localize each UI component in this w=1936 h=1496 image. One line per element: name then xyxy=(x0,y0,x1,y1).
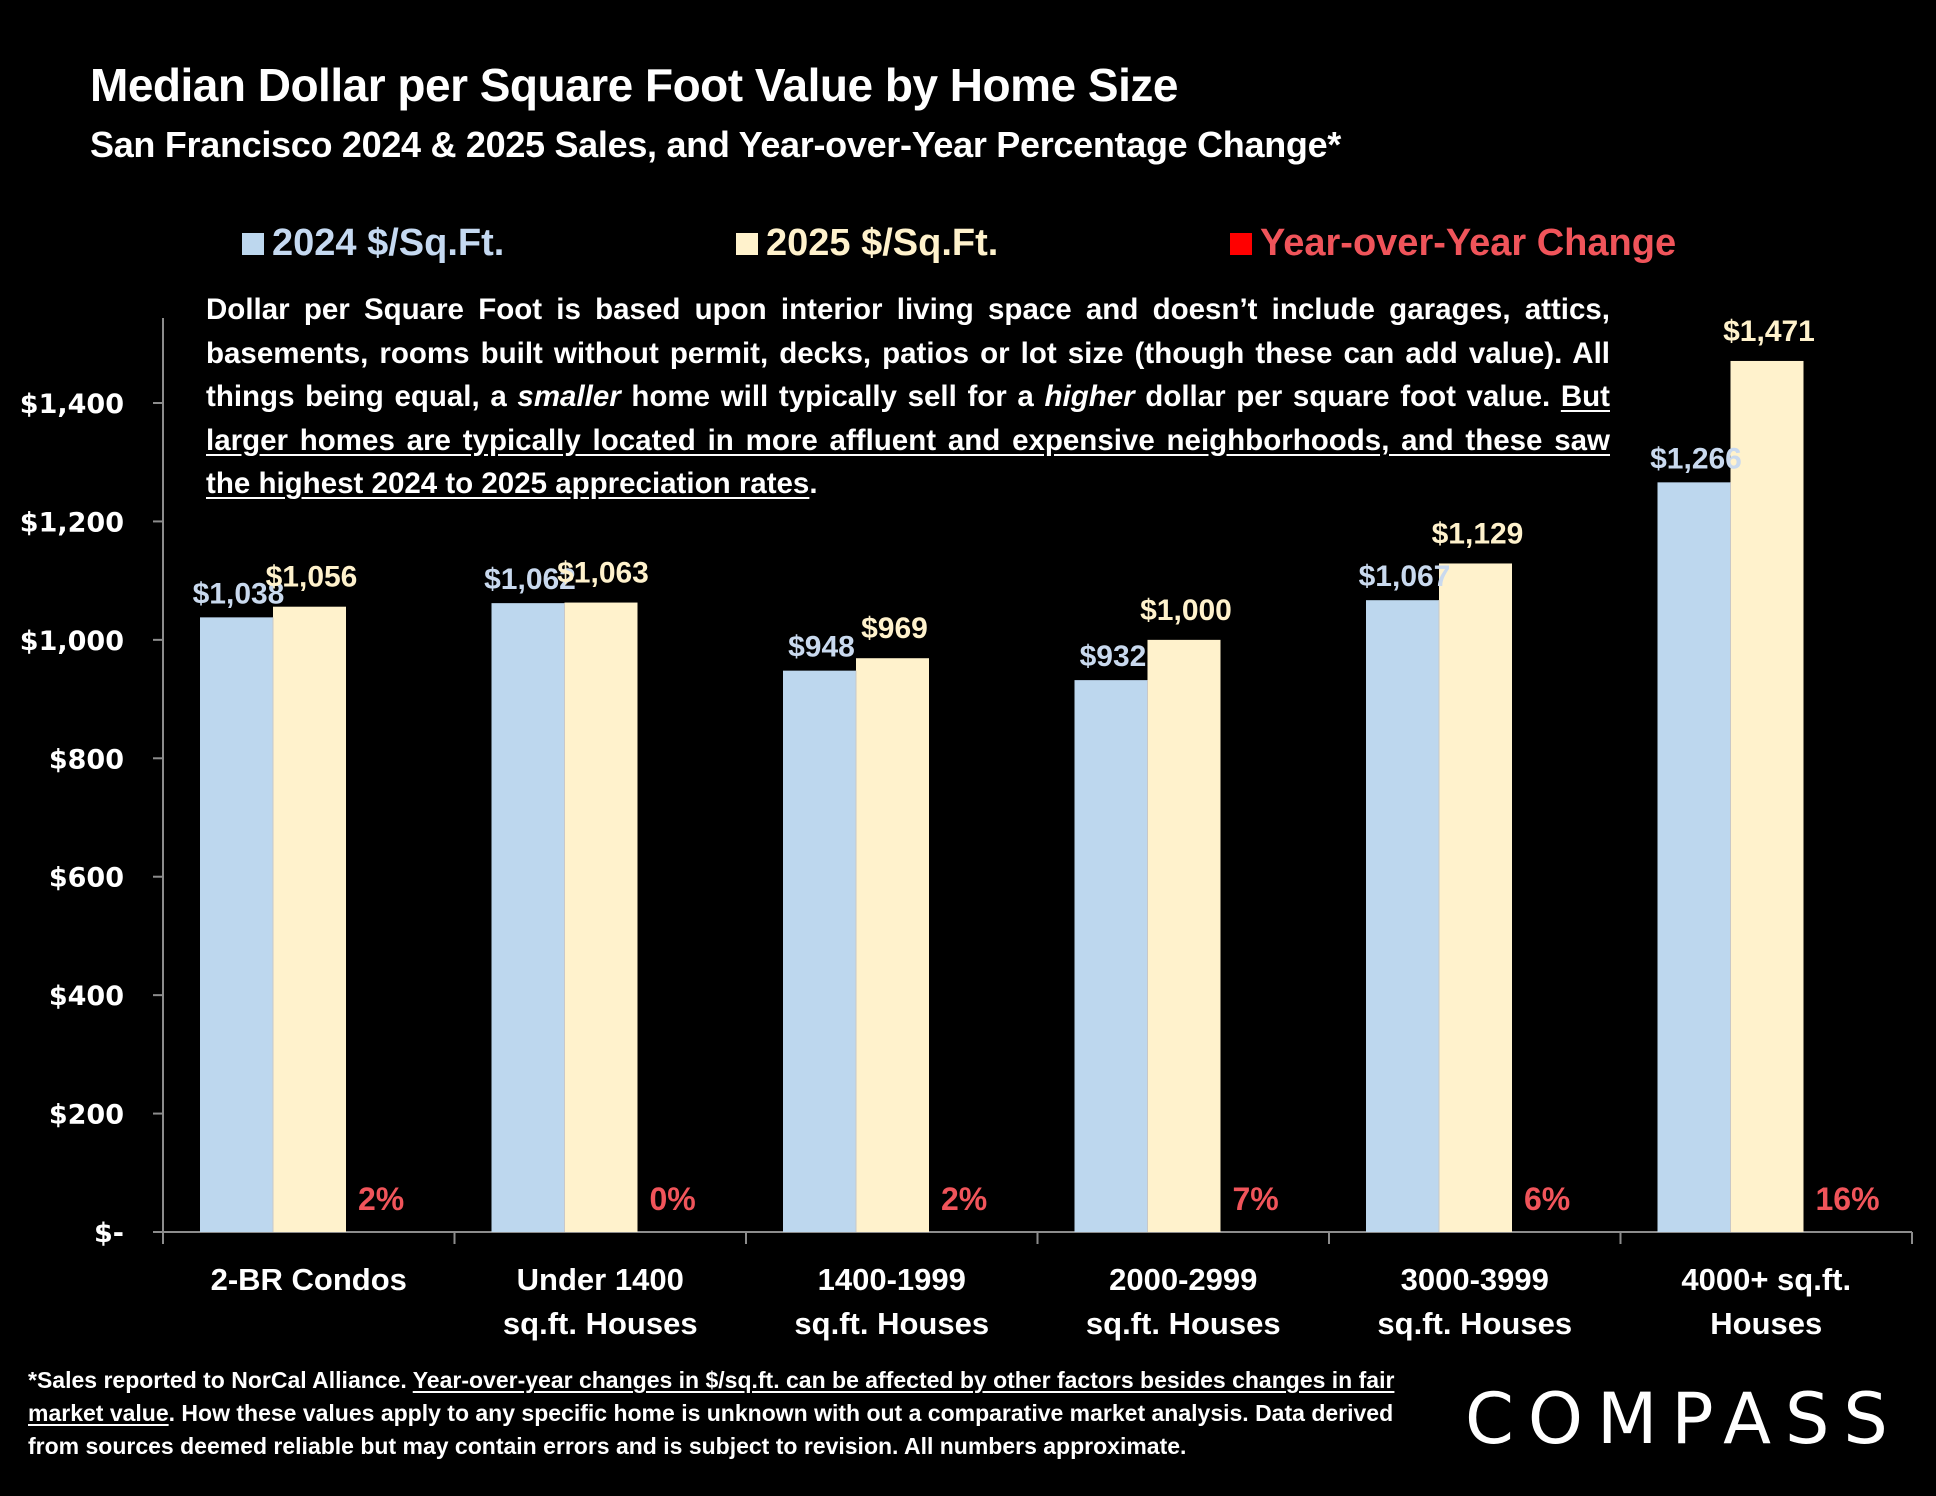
legend-label-2025: 2025 $/Sq.Ft. xyxy=(766,222,999,264)
annotation-text-2: home will typically sell for a xyxy=(620,380,1045,413)
annotation-emphasis-smaller: smaller xyxy=(517,380,621,413)
x-category-label: 2-BR Condos xyxy=(211,1262,407,1297)
data-label-2025: $1,056 xyxy=(266,561,358,594)
y-tick-label: $200 xyxy=(49,1100,124,1131)
y-tick-label: $1,400 xyxy=(20,389,124,420)
annotation-text-4: . xyxy=(809,467,818,500)
data-label-yoy: 0% xyxy=(650,1181,696,1217)
data-label-2025: $1,129 xyxy=(1432,517,1524,550)
chart-title: Median Dollar per Square Foot Value by H… xyxy=(90,59,1178,111)
data-label-2025: $969 xyxy=(861,612,928,645)
x-category-label: sq.ft. Houses xyxy=(1086,1306,1281,1341)
data-label-2024: $948 xyxy=(788,631,855,664)
data-label-2025: $1,063 xyxy=(557,557,649,590)
data-label-2024: $1,038 xyxy=(193,577,285,610)
data-label-2024: $932 xyxy=(1080,640,1147,673)
x-category-label: sq.ft. Houses xyxy=(503,1306,698,1341)
x-category-label: 2000-2999 xyxy=(1109,1262,1257,1297)
x-category-label: sq.ft. Houses xyxy=(1377,1306,1572,1341)
footnote-underlined-text: Year-over-year changes in $/sq.ft. can b… xyxy=(28,1367,1395,1426)
bar-2025 xyxy=(1439,563,1512,1232)
annotation-emphasis-higher: higher xyxy=(1044,380,1135,413)
x-category-label: 1400-1999 xyxy=(818,1262,966,1297)
bar-2025 xyxy=(856,658,929,1232)
bar-2025 xyxy=(1147,639,1221,1232)
y-tick-label: $- xyxy=(94,1218,124,1249)
data-label-2024: $1,062 xyxy=(484,563,576,596)
bar-2024 xyxy=(1657,482,1731,1232)
data-label-yoy: 16% xyxy=(1816,1181,1880,1217)
bar-2024 xyxy=(1074,680,1148,1232)
compass-logo: COMPASS xyxy=(1465,1378,1902,1460)
bar-2025 xyxy=(564,602,638,1232)
legend-label-yoy: Year-over-Year Change xyxy=(1260,222,1677,264)
annotation-text-3: dollar per square foot value. xyxy=(1134,380,1561,413)
data-label-yoy: 7% xyxy=(1233,1181,1279,1217)
bar-2024 xyxy=(1366,600,1439,1232)
legend-swatch-2025 xyxy=(736,232,758,255)
chart-legend: 2024 $/Sq.Ft. 2025 $/Sq.Ft. Year-over-Ye… xyxy=(0,222,1936,272)
data-label-yoy: 2% xyxy=(941,1181,987,1217)
y-tick-label: $800 xyxy=(49,744,124,775)
legend-swatch-2024 xyxy=(242,232,264,255)
y-tick-label: $400 xyxy=(49,981,124,1012)
y-tick-label: $1,200 xyxy=(20,507,124,538)
data-label-yoy: 6% xyxy=(1524,1181,1570,1217)
legend-item-2025: 2025 $/Sq.Ft. xyxy=(736,222,998,265)
chart-subtitle: San Francisco 2024 & 2025 Sales, and Yea… xyxy=(90,124,1342,165)
data-label-2024: $1,266 xyxy=(1650,442,1742,475)
y-tick-label: $1,000 xyxy=(20,626,124,657)
footnote: *Sales reported to NorCal Alliance. Year… xyxy=(28,1364,1438,1463)
x-category-label: sq.ft. Houses xyxy=(794,1306,989,1341)
compass-logo-text: COMPASS xyxy=(1465,1378,1902,1460)
y-tick-label: $600 xyxy=(49,863,124,894)
legend-swatch-yoy xyxy=(1230,232,1252,255)
x-category-label: Houses xyxy=(1710,1306,1822,1341)
data-label-2025: $1,471 xyxy=(1723,315,1815,348)
data-label-yoy: 2% xyxy=(358,1181,404,1217)
footnote-text-1: *Sales reported to NorCal Alliance. xyxy=(28,1367,413,1393)
x-category-label: 4000+ sq.ft. xyxy=(1681,1262,1851,1297)
bar-2024 xyxy=(783,670,856,1232)
annotation-underlined-text: But larger homes are typically located i… xyxy=(206,380,1610,500)
footnote-text-2: . How these values apply to any specific… xyxy=(28,1400,1394,1459)
bar-2025 xyxy=(273,606,346,1232)
legend-item-yoy: Year-over-Year Change xyxy=(1230,222,1676,265)
bar-2024 xyxy=(200,617,273,1232)
bar-2024 xyxy=(491,603,565,1232)
data-label-2025: $1,000 xyxy=(1140,594,1232,627)
x-category-label: 3000-3999 xyxy=(1401,1262,1549,1297)
bar-2025 xyxy=(1730,360,1804,1232)
annotation-text-1: Dollar per Square Foot is based upon int… xyxy=(206,293,1610,413)
legend-item-2024: 2024 $/Sq.Ft. xyxy=(242,222,504,265)
chart-annotation: Dollar per Square Foot is based upon int… xyxy=(206,288,1610,506)
data-label-2024: $1,067 xyxy=(1359,560,1451,593)
x-category-label: Under 1400 xyxy=(517,1262,684,1297)
bar-chart: $- $200 $400 $600 $800 $1,000 $1,200 $1,400 $1,0… xyxy=(20,315,1913,1341)
legend-label-2024: 2024 $/Sq.Ft. xyxy=(272,222,505,264)
